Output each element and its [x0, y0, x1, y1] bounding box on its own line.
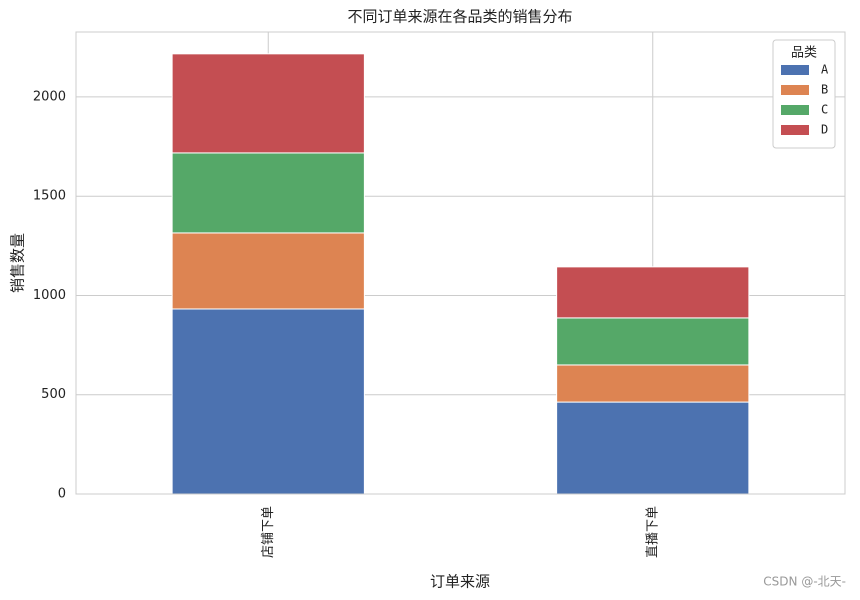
- y-tick-label: 500: [41, 387, 66, 402]
- bar-segment: [171, 152, 365, 234]
- legend-swatch: [781, 125, 809, 135]
- bar-segment: [171, 308, 365, 495]
- bar-segment: [556, 317, 750, 366]
- legend-label: A: [821, 63, 829, 77]
- x-axis-label: 订单来源: [430, 573, 490, 591]
- legend-swatch: [781, 105, 809, 115]
- bar-segment: [556, 401, 750, 495]
- bar-segment: [556, 364, 750, 403]
- x-tick-label: 店铺下单: [261, 506, 276, 558]
- y-tick-label: 0: [58, 487, 66, 502]
- y-tick-label: 1500: [33, 189, 66, 204]
- y-tick-label: 1000: [33, 288, 66, 303]
- legend-label: D: [821, 123, 828, 137]
- legend-label: C: [821, 103, 828, 117]
- y-tick-label: 2000: [33, 89, 66, 104]
- chart-title: 不同订单来源在各品类的销售分布: [347, 8, 572, 26]
- bar-segment: [171, 53, 365, 154]
- legend-swatch: [781, 65, 809, 75]
- watermark: CSDN @-北天-: [763, 575, 846, 589]
- x-tick-label: 直播下单: [645, 506, 660, 558]
- plot-frame: [75, 31, 846, 495]
- legend-label: B: [821, 83, 828, 97]
- legend-title: 品类: [791, 46, 817, 61]
- bar-segment: [556, 266, 750, 319]
- legend-swatch: [781, 85, 809, 95]
- bar-segment: [171, 232, 365, 310]
- y-axis-label: 销售数量: [9, 233, 27, 293]
